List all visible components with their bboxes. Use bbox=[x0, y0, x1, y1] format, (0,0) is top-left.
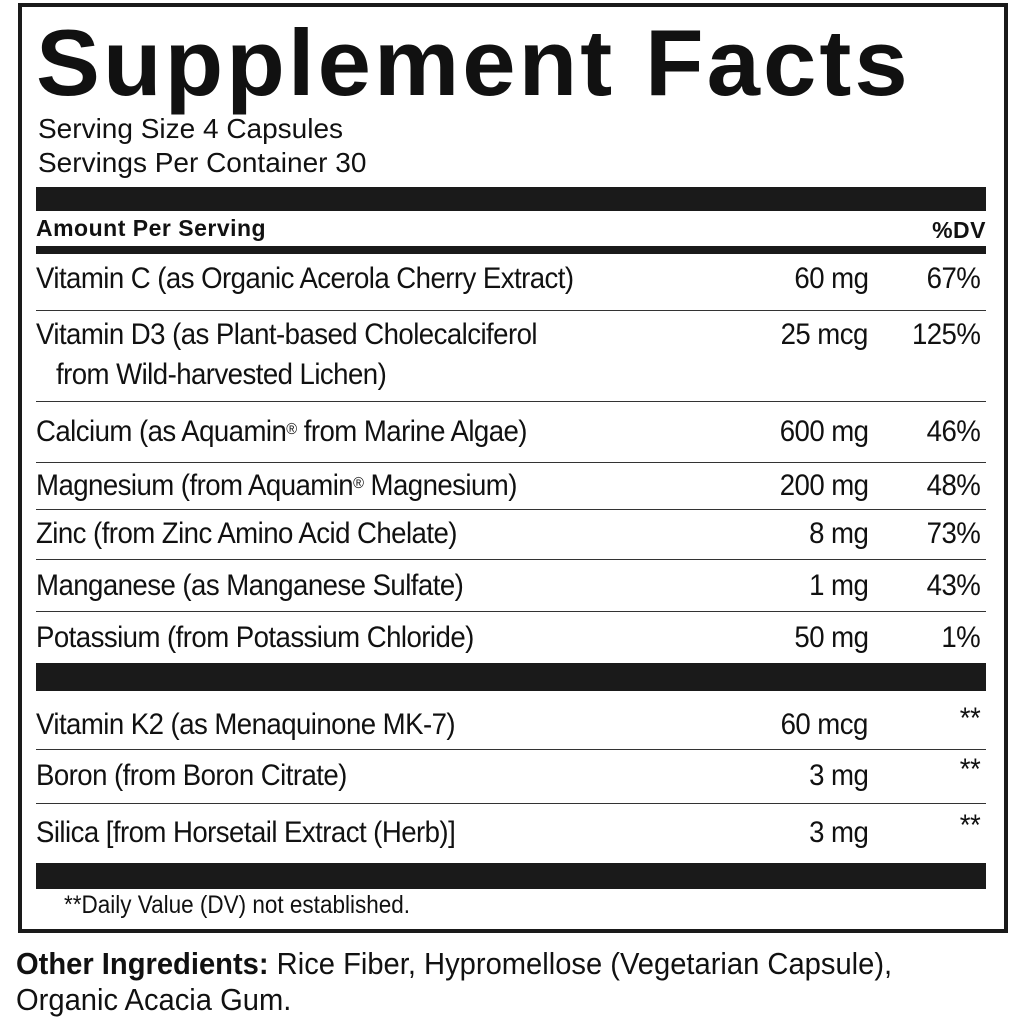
divider-medium bbox=[36, 246, 986, 254]
divider-thick bbox=[36, 187, 986, 211]
panel-title: Supplement Facts bbox=[36, 10, 911, 115]
serving-size: Serving Size 4 Capsules bbox=[38, 113, 344, 144]
nutrient-row: Silica [from Horsetail Extract (Herb)] 3… bbox=[36, 809, 981, 849]
nutrient-row: Vitamin D3 (as Plant-based Cholecalcifer… bbox=[36, 311, 986, 402]
registered-mark: ® bbox=[286, 421, 297, 438]
nutrient-row: Magnesium (from Aquamin® Magnesium) 200 … bbox=[36, 463, 986, 510]
divider-thick bbox=[36, 663, 986, 691]
nutrient-row: Vitamin K2 (as Menaquinone MK-7) 60 mcg … bbox=[36, 695, 986, 750]
nutrient-row: Boron (from Boron Citrate) 3 mg ** bbox=[36, 750, 986, 804]
other-ingredients: Other Ingredients: Rice Fiber, Hypromell… bbox=[16, 946, 893, 1017]
dv-header: %DV bbox=[932, 217, 986, 243]
nutrient-row: Vitamin C (as Organic Acerola Cherry Ext… bbox=[36, 259, 986, 311]
nutrient-row: Potassium (from Potassium Chloride) 50 m… bbox=[36, 621, 981, 654]
nutrient-row: Calcium (as Aquamin® from Marine Algae) … bbox=[36, 402, 986, 463]
servings-per-container: Servings Per Container 30 bbox=[38, 147, 367, 178]
footnote: **Daily Value (DV) not established. bbox=[64, 891, 411, 919]
nutrient-row: Zinc (from Zinc Amino Acid Chelate) 8 mg… bbox=[36, 510, 986, 560]
registered-mark: ® bbox=[353, 475, 364, 492]
supplement-facts-panel: Supplement Facts Serving Size 4 Capsules… bbox=[18, 3, 1008, 933]
divider-thick bbox=[36, 863, 986, 889]
nutrient-row: Manganese (as Manganese Sulfate) 1 mg 43… bbox=[36, 560, 986, 612]
amount-per-serving-header: Amount Per Serving bbox=[36, 215, 267, 241]
